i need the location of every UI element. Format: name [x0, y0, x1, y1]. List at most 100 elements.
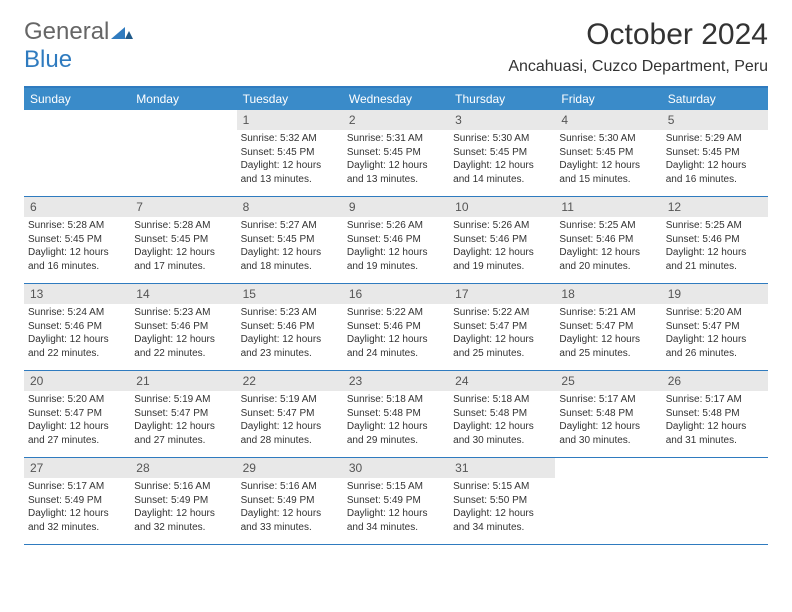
- logo-text: General Blue: [24, 18, 133, 74]
- day-number: 23: [343, 371, 449, 391]
- week-row: 13Sunrise: 5:24 AMSunset: 5:46 PMDayligh…: [24, 284, 768, 371]
- day-number: 28: [130, 458, 236, 478]
- weekday-header: Friday: [555, 88, 661, 110]
- sunset-line: Sunset: 5:46 PM: [559, 233, 657, 247]
- day-cell: 16Sunrise: 5:22 AMSunset: 5:46 PMDayligh…: [343, 284, 449, 370]
- daylight-line: Daylight: 12 hours and 22 minutes.: [134, 333, 232, 360]
- sunset-line: Sunset: 5:47 PM: [666, 320, 764, 334]
- daylight-line: Daylight: 12 hours and 17 minutes.: [134, 246, 232, 273]
- month-title: October 2024: [508, 18, 768, 52]
- sunrise-line: Sunrise: 5:26 AM: [453, 219, 551, 233]
- sunset-line: Sunset: 5:49 PM: [28, 494, 126, 508]
- weekday-header: Monday: [130, 88, 236, 110]
- sunrise-line: Sunrise: 5:22 AM: [347, 306, 445, 320]
- sunrise-line: Sunrise: 5:17 AM: [28, 480, 126, 494]
- sunset-line: Sunset: 5:46 PM: [241, 320, 339, 334]
- day-number: 18: [555, 284, 661, 304]
- weekday-header: Tuesday: [237, 88, 343, 110]
- sunset-line: Sunset: 5:47 PM: [453, 320, 551, 334]
- day-number: 19: [662, 284, 768, 304]
- sunset-line: Sunset: 5:45 PM: [453, 146, 551, 160]
- day-cell: 11Sunrise: 5:25 AMSunset: 5:46 PMDayligh…: [555, 197, 661, 283]
- day-number: 3: [449, 110, 555, 130]
- sunset-line: Sunset: 5:45 PM: [28, 233, 126, 247]
- sunrise-line: Sunrise: 5:16 AM: [134, 480, 232, 494]
- day-cell: 27Sunrise: 5:17 AMSunset: 5:49 PMDayligh…: [24, 458, 130, 544]
- daylight-line: Daylight: 12 hours and 16 minutes.: [28, 246, 126, 273]
- sunrise-line: Sunrise: 5:21 AM: [559, 306, 657, 320]
- day-cell: 9Sunrise: 5:26 AMSunset: 5:46 PMDaylight…: [343, 197, 449, 283]
- daylight-line: Daylight: 12 hours and 34 minutes.: [347, 507, 445, 534]
- day-cell: 26Sunrise: 5:17 AMSunset: 5:48 PMDayligh…: [662, 371, 768, 457]
- sunrise-line: Sunrise: 5:24 AM: [28, 306, 126, 320]
- sunset-line: Sunset: 5:48 PM: [347, 407, 445, 421]
- sunset-line: Sunset: 5:45 PM: [241, 233, 339, 247]
- daylight-line: Daylight: 12 hours and 13 minutes.: [347, 159, 445, 186]
- day-cell: 7Sunrise: 5:28 AMSunset: 5:45 PMDaylight…: [130, 197, 236, 283]
- day-cell: [130, 110, 236, 196]
- day-number: 20: [24, 371, 130, 391]
- sunrise-line: Sunrise: 5:17 AM: [559, 393, 657, 407]
- sunset-line: Sunset: 5:46 PM: [134, 320, 232, 334]
- weekday-header: Thursday: [449, 88, 555, 110]
- day-number: 5: [662, 110, 768, 130]
- day-cell: 25Sunrise: 5:17 AMSunset: 5:48 PMDayligh…: [555, 371, 661, 457]
- day-number: 11: [555, 197, 661, 217]
- sunrise-line: Sunrise: 5:32 AM: [241, 132, 339, 146]
- daylight-line: Daylight: 12 hours and 14 minutes.: [453, 159, 551, 186]
- sunrise-line: Sunrise: 5:17 AM: [666, 393, 764, 407]
- day-number: 6: [24, 197, 130, 217]
- day-cell: 6Sunrise: 5:28 AMSunset: 5:45 PMDaylight…: [24, 197, 130, 283]
- sunset-line: Sunset: 5:46 PM: [453, 233, 551, 247]
- daylight-line: Daylight: 12 hours and 21 minutes.: [666, 246, 764, 273]
- day-cell: 15Sunrise: 5:23 AMSunset: 5:46 PMDayligh…: [237, 284, 343, 370]
- sunset-line: Sunset: 5:47 PM: [28, 407, 126, 421]
- day-number: 2: [343, 110, 449, 130]
- sunset-line: Sunset: 5:45 PM: [134, 233, 232, 247]
- week-row: 20Sunrise: 5:20 AMSunset: 5:47 PMDayligh…: [24, 371, 768, 458]
- day-number: 24: [449, 371, 555, 391]
- day-cell: 8Sunrise: 5:27 AMSunset: 5:45 PMDaylight…: [237, 197, 343, 283]
- daylight-line: Daylight: 12 hours and 18 minutes.: [241, 246, 339, 273]
- day-number: 22: [237, 371, 343, 391]
- sunrise-line: Sunrise: 5:30 AM: [453, 132, 551, 146]
- day-cell: 28Sunrise: 5:16 AMSunset: 5:49 PMDayligh…: [130, 458, 236, 544]
- day-number: 25: [555, 371, 661, 391]
- sunset-line: Sunset: 5:45 PM: [559, 146, 657, 160]
- weekday-header: Wednesday: [343, 88, 449, 110]
- sunset-line: Sunset: 5:47 PM: [134, 407, 232, 421]
- sunrise-line: Sunrise: 5:22 AM: [453, 306, 551, 320]
- sunrise-line: Sunrise: 5:19 AM: [134, 393, 232, 407]
- calendar-body: 1Sunrise: 5:32 AMSunset: 5:45 PMDaylight…: [24, 110, 768, 545]
- daylight-line: Daylight: 12 hours and 27 minutes.: [28, 420, 126, 447]
- daylight-line: Daylight: 12 hours and 32 minutes.: [134, 507, 232, 534]
- sunrise-line: Sunrise: 5:31 AM: [347, 132, 445, 146]
- sunset-line: Sunset: 5:46 PM: [347, 320, 445, 334]
- daylight-line: Daylight: 12 hours and 22 minutes.: [28, 333, 126, 360]
- sunset-line: Sunset: 5:50 PM: [453, 494, 551, 508]
- sunrise-line: Sunrise: 5:20 AM: [666, 306, 764, 320]
- sunrise-line: Sunrise: 5:29 AM: [666, 132, 764, 146]
- logo-part2: Blue: [24, 46, 72, 73]
- daylight-line: Daylight: 12 hours and 20 minutes.: [559, 246, 657, 273]
- daylight-line: Daylight: 12 hours and 33 minutes.: [241, 507, 339, 534]
- sunset-line: Sunset: 5:49 PM: [241, 494, 339, 508]
- sunset-line: Sunset: 5:47 PM: [559, 320, 657, 334]
- day-cell: 13Sunrise: 5:24 AMSunset: 5:46 PMDayligh…: [24, 284, 130, 370]
- daylight-line: Daylight: 12 hours and 34 minutes.: [453, 507, 551, 534]
- day-cell: [24, 110, 130, 196]
- logo-icon: [111, 18, 133, 46]
- sunrise-line: Sunrise: 5:30 AM: [559, 132, 657, 146]
- day-cell: 12Sunrise: 5:25 AMSunset: 5:46 PMDayligh…: [662, 197, 768, 283]
- sunrise-line: Sunrise: 5:20 AM: [28, 393, 126, 407]
- daylight-line: Daylight: 12 hours and 15 minutes.: [559, 159, 657, 186]
- day-number: 16: [343, 284, 449, 304]
- day-cell: 14Sunrise: 5:23 AMSunset: 5:46 PMDayligh…: [130, 284, 236, 370]
- day-cell: 19Sunrise: 5:20 AMSunset: 5:47 PMDayligh…: [662, 284, 768, 370]
- day-cell: 5Sunrise: 5:29 AMSunset: 5:45 PMDaylight…: [662, 110, 768, 196]
- day-cell: 29Sunrise: 5:16 AMSunset: 5:49 PMDayligh…: [237, 458, 343, 544]
- day-number: 4: [555, 110, 661, 130]
- sunset-line: Sunset: 5:45 PM: [666, 146, 764, 160]
- day-cell: 4 Sunrise: 5:30 AMSunset: 5:45 PMDaylight…: [555, 110, 661, 196]
- daylight-line: Daylight: 12 hours and 28 minutes.: [241, 420, 339, 447]
